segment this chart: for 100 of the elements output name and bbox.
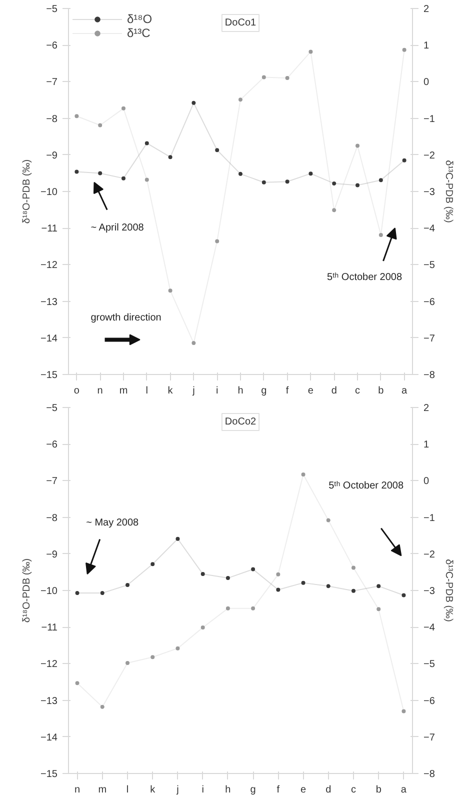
point [200,625,205,630]
point [215,148,220,152]
x-tick-label: m [98,784,107,796]
point [176,646,180,650]
point [226,576,230,580]
point [378,178,383,182]
annotation: 5ᵗʰ October 2008 [327,272,402,284]
x-tick-label: i [202,784,204,796]
y2-tick-label: −3 [424,187,436,198]
y-tick-label: −11 [41,622,58,634]
y-tick-label: −9 [46,549,58,560]
x-tick-label: d [326,784,332,796]
x-tick-label: c [350,784,356,796]
point [75,681,80,686]
y2-tick-label: −8 [424,370,436,381]
y2-tick-label: −7 [424,333,436,344]
y-tick-label: −13 [40,296,58,308]
x-tick-label: j [192,386,195,396]
x-tick-label: o [74,386,80,396]
y2-tick-label: 1 [424,440,430,451]
point [351,588,356,593]
point [192,341,196,346]
x-tick-label: h [238,386,244,396]
point [262,75,266,80]
point [168,155,172,160]
y-tick-label: −12 [40,260,58,272]
point [215,239,220,244]
point [74,170,79,174]
point [150,562,155,566]
x-tick-label: g [261,386,267,396]
y-tick-label: −8 [46,114,58,125]
x-tick-label: c [355,386,360,396]
point [332,181,336,186]
y-tick-label: −10 [40,586,58,597]
point [98,123,102,128]
y2-tick-label: 0 [424,77,430,88]
y2-tick-label: −2 [424,549,436,560]
text: DoCo1 [224,18,256,28]
point [98,171,102,176]
point [402,48,406,52]
point [356,144,360,148]
y-tick-label: −9 [46,150,58,162]
annotation: ~ May 2008 [86,517,140,528]
x-tick-label: n [74,784,80,796]
point [251,567,256,572]
y2-tick-label: −8 [424,769,436,780]
y-tick-label: −13 [40,696,58,707]
x-tick-label: j [176,784,179,796]
point [356,183,360,188]
point [192,100,196,105]
y2-tick-label: −2 [424,150,436,162]
point [121,176,126,180]
point [226,606,230,610]
point [176,536,180,541]
y-tick-label: −10 [40,187,58,198]
x-tick-label: a [400,784,407,796]
y2-tick-label: 0 [424,476,430,488]
point [402,709,406,714]
y2-axis-title: δ¹³C-PDB (‰) [442,160,454,223]
x-tick-label: l [146,386,148,396]
y2-tick-label: 2 [424,403,430,414]
point [251,606,256,610]
annotation: 5ᵗʰ October 2008 [328,480,404,492]
point [378,233,383,238]
y2-tick-label: −6 [424,296,436,308]
point [238,98,242,102]
point [144,178,149,182]
point [276,572,280,576]
point [376,584,381,588]
point [402,158,406,162]
text: DoCo2 [224,416,256,428]
y-tick-label: −14 [40,732,58,744]
x-tick-label: b [378,386,384,396]
point [238,172,242,176]
point [75,591,80,596]
x-tick-label: k [150,784,156,796]
y2-axis-title: δ¹³C-PDB (‰) [442,559,454,622]
y-tick-label: −5 [46,4,58,15]
x-tick-label: d [331,386,337,396]
y-tick-label: −7 [46,77,58,88]
y-tick-label: −8 [46,512,58,524]
y-tick-label: −15 [40,370,58,381]
x-tick-label: b [376,784,382,796]
point [100,591,104,596]
legend-label: δ¹³C [127,26,150,40]
x-tick-label: n [97,386,103,396]
point [121,106,126,110]
x-tick-label: i [216,386,218,396]
x-tick-label: f [276,784,280,796]
y2-tick-label: −5 [424,659,436,670]
y2-tick-label: −5 [424,260,436,272]
legend-label: δ¹⁸O [127,12,152,26]
point [402,593,406,598]
y2-tick-label: −6 [424,696,436,707]
y-tick-label: −11 [41,224,58,235]
x-tick-label: f [286,386,289,396]
y2-tick-label: −4 [424,224,436,235]
x-tick-label: a [402,386,408,396]
point [126,583,130,588]
point [262,180,266,184]
